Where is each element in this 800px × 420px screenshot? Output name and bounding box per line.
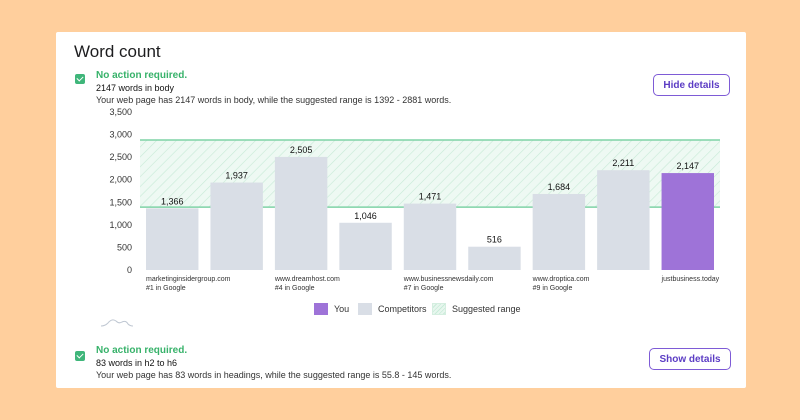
legend-range: Suggested range bbox=[432, 303, 521, 315]
bar-value-label: 1,046 bbox=[354, 211, 377, 221]
status-text: No action required. bbox=[96, 345, 188, 356]
word-count-headings: 83 words in h2 to h6 bbox=[96, 358, 178, 368]
bar-value-label: 1,366 bbox=[161, 196, 184, 206]
status-text: No action required. bbox=[96, 70, 188, 81]
y-tick-label: 2,500 bbox=[109, 152, 132, 162]
legend-competitors: Competitors bbox=[358, 303, 427, 315]
bar-value-label: 2,211 bbox=[612, 158, 634, 168]
x-site-label: marketinginsidergroup.com bbox=[146, 276, 231, 283]
x-site-label: www.dreamhost.com bbox=[274, 276, 340, 283]
y-tick-label: 1,500 bbox=[109, 197, 132, 207]
sparkline-icon bbox=[100, 319, 134, 327]
bar-competitor bbox=[210, 182, 263, 270]
you-swatch bbox=[314, 303, 328, 315]
y-tick-label: 0 bbox=[127, 265, 132, 275]
body-description: Your web page has 2147 words in body, wh… bbox=[96, 95, 452, 105]
bar-competitor bbox=[597, 170, 650, 270]
word-count-card: Word count No action required. 2147 word… bbox=[56, 32, 746, 388]
x-rank-label: #4 in Google bbox=[275, 285, 315, 292]
bar-value-label: 516 bbox=[487, 235, 502, 245]
x-rank-label: #9 in Google bbox=[533, 285, 573, 292]
y-tick-label: 1,000 bbox=[109, 220, 132, 230]
bar-competitor bbox=[468, 246, 521, 270]
bar-competitor bbox=[274, 156, 328, 270]
bar-competitor bbox=[146, 208, 199, 270]
bar-value-label: 1,684 bbox=[548, 182, 571, 192]
checkmark-icon bbox=[75, 74, 85, 84]
bar-competitor bbox=[532, 193, 586, 270]
bar-value-label: 1,937 bbox=[225, 171, 248, 181]
hide-details-button[interactable]: Hide details bbox=[653, 74, 730, 96]
bar-value-label: 2,505 bbox=[290, 145, 313, 155]
x-rank-label: #1 in Google bbox=[146, 285, 186, 292]
bar-value-label: 2,147 bbox=[677, 161, 700, 171]
range-swatch bbox=[432, 303, 446, 315]
legend-you: You bbox=[314, 303, 349, 315]
legend-range-label: Suggested range bbox=[452, 304, 521, 314]
headings-description: Your web page has 83 words in headings, … bbox=[96, 370, 452, 380]
x-rank-label: #7 in Google bbox=[404, 285, 444, 292]
x-site-label: www.businessnewsdaily.com bbox=[403, 276, 494, 283]
x-site-label: www.droptica.com bbox=[532, 276, 590, 283]
bar-value-label: 1,471 bbox=[419, 192, 442, 202]
word-count-body: 2147 words in body bbox=[96, 83, 175, 93]
y-tick-label: 3,000 bbox=[109, 130, 132, 140]
checkmark-icon bbox=[75, 351, 85, 361]
competitors-swatch bbox=[358, 303, 372, 315]
y-tick-label: 3,500 bbox=[109, 107, 132, 117]
bar-you bbox=[661, 173, 714, 270]
word-count-chart: 0 500 1,000 1,500 2,000 2,500 3,000 3,500 1,366… bbox=[109, 107, 720, 292]
show-details-button[interactable]: Show details bbox=[649, 348, 731, 370]
card-title: Word count bbox=[74, 42, 161, 61]
legend-competitors-label: Competitors bbox=[378, 304, 427, 314]
legend-you-label: You bbox=[334, 304, 350, 314]
y-tick-label: 2,000 bbox=[109, 175, 132, 185]
bar-competitor bbox=[403, 203, 457, 270]
bar-competitor bbox=[339, 222, 392, 270]
x-site-label: justbusiness.today bbox=[661, 276, 720, 283]
y-tick-label: 500 bbox=[117, 242, 132, 252]
